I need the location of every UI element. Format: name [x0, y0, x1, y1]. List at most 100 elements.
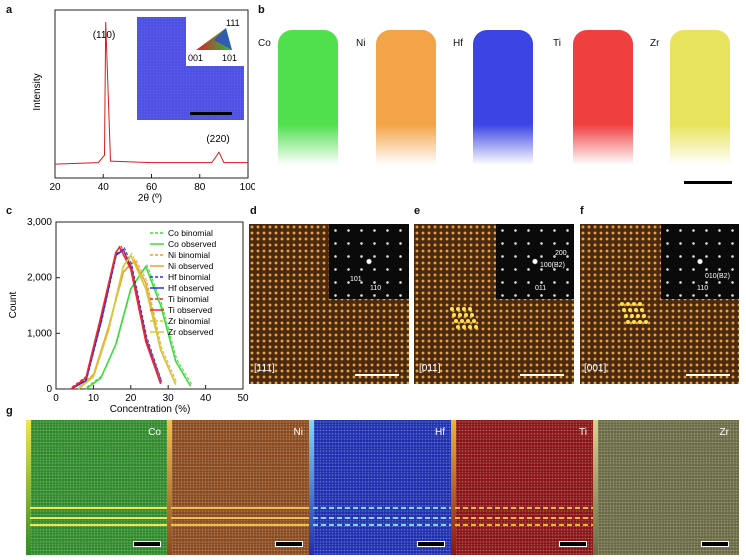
scale-bar-apt	[684, 181, 732, 184]
scale-bar-ebsd	[190, 112, 232, 115]
scale-bar-f	[686, 374, 730, 376]
legend-label: Zr binomial	[168, 316, 210, 326]
legend-label: Zr observed	[168, 327, 214, 337]
zone-axis-111: [111]	[254, 363, 275, 374]
xrd-xtick-label: 100	[240, 182, 255, 193]
conc-ytick-label: 3,000	[27, 217, 52, 228]
eds-map-zr: Zr	[593, 420, 739, 555]
eds-line-profile	[455, 524, 597, 526]
legend-label: Hf observed	[168, 283, 214, 293]
atom-marker	[634, 308, 638, 312]
fft-e-100b2: 100(B2)	[540, 262, 565, 269]
atom-marker	[622, 308, 626, 312]
fft-d-110: 110	[370, 285, 382, 292]
ipf-101: 101	[222, 53, 237, 63]
atom-marker	[456, 325, 460, 329]
fft-inset-111	[329, 224, 409, 299]
apt-tip-zr	[670, 30, 730, 165]
atom-marker	[464, 313, 468, 317]
apt-tip-ni	[376, 30, 436, 165]
panel-label-e: e	[414, 205, 421, 217]
fft-inset-011	[496, 224, 574, 299]
fft-f-010b2: 010(B2)	[705, 273, 730, 280]
eds-scale-bar	[133, 541, 161, 547]
peak-label-220: (220)	[206, 134, 229, 145]
ipf-001: 001	[188, 53, 203, 63]
panel-label-g: g	[6, 405, 13, 417]
ipf-legend-box: 111 001 101	[186, 16, 244, 66]
legend-label: Co binomial	[168, 228, 213, 238]
panel-label-b: b	[258, 4, 265, 16]
eds-edge-bar	[451, 420, 456, 555]
fft-e-200: 200	[555, 250, 567, 257]
eds-line-profile	[30, 517, 171, 519]
eds-line-profile	[313, 524, 455, 526]
conc-xlabel: Concentration (%)	[110, 404, 191, 415]
apt-tip-co	[278, 30, 338, 165]
scale-bar-d	[355, 374, 399, 376]
eds-map-ti: Ti	[451, 420, 597, 555]
apt-label-ti: Ti	[553, 38, 561, 49]
eds-map-co: Co	[26, 420, 171, 555]
eds-line-profile	[313, 507, 455, 509]
conc-series-1	[77, 259, 177, 390]
atom-marker	[626, 302, 630, 306]
peak-label-110: (110)	[93, 30, 116, 41]
zone-axis-001: [001]	[584, 363, 607, 374]
atom-marker	[474, 325, 478, 329]
eds-scale-bar	[417, 541, 445, 547]
xrd-ylabel: Intensity	[32, 73, 43, 110]
conc-ylabel: Count	[8, 291, 19, 318]
apt-tip-hf	[473, 30, 533, 165]
conc-ytick-label: 0	[46, 384, 52, 395]
conc-xtick-label: 50	[237, 393, 249, 404]
eds-line-profile	[30, 507, 171, 509]
atom-marker	[462, 325, 466, 329]
eds-map-ni: Ni	[167, 420, 313, 555]
eds-line-profile	[455, 517, 597, 519]
eds-edge-bar	[593, 420, 598, 555]
eds-scale-bar	[701, 541, 729, 547]
atom-marker	[458, 313, 462, 317]
atom-marker	[620, 302, 624, 306]
atom-marker	[626, 320, 630, 324]
apt-label-co: Co	[258, 38, 271, 49]
conc-binomial-1	[79, 258, 178, 388]
stem-image-011	[414, 224, 574, 384]
xrd-xtick-label: 20	[49, 182, 61, 193]
eds-line-profile	[171, 517, 313, 519]
atom-marker	[630, 314, 634, 318]
legend-label: Ti binomial	[168, 294, 209, 304]
conc-xtick-label: 0	[53, 393, 59, 404]
fft-e-011: 011	[535, 285, 547, 292]
eds-map-hf: Hf	[309, 420, 455, 555]
atom-column-markers-f	[620, 302, 650, 330]
conc-xtick-label: 30	[163, 393, 175, 404]
eds-label-hf: Hf	[435, 427, 445, 438]
conc-xtick-label: 10	[88, 393, 100, 404]
apt-label-zr: Zr	[650, 38, 660, 49]
eds-line-profile	[171, 507, 313, 509]
atom-marker	[636, 314, 640, 318]
conc-ytick-label: 1,000	[27, 328, 52, 339]
eds-edge-bar	[167, 420, 172, 555]
legend-label: Hf binomial	[168, 272, 211, 282]
atom-marker	[638, 302, 642, 306]
xrd-xtick-label: 40	[98, 182, 110, 193]
eds-scale-bar	[275, 541, 303, 547]
eds-line-profile	[313, 517, 455, 519]
eds-label-ni: Ni	[293, 427, 303, 438]
legend-label: Ti observed	[168, 305, 212, 315]
panel-label-a: a	[6, 4, 13, 16]
legend-label: Ni binomial	[168, 250, 210, 260]
atom-marker	[632, 302, 636, 306]
atom-marker	[470, 313, 474, 317]
fft-inset-001	[661, 224, 739, 299]
eds-line-profile	[455, 507, 597, 509]
panel-label-d: d	[250, 205, 257, 217]
atom-marker	[632, 320, 636, 324]
fft-d-101: 101	[350, 276, 362, 283]
panel-label-c: c	[6, 205, 13, 217]
atom-marker	[468, 325, 472, 329]
